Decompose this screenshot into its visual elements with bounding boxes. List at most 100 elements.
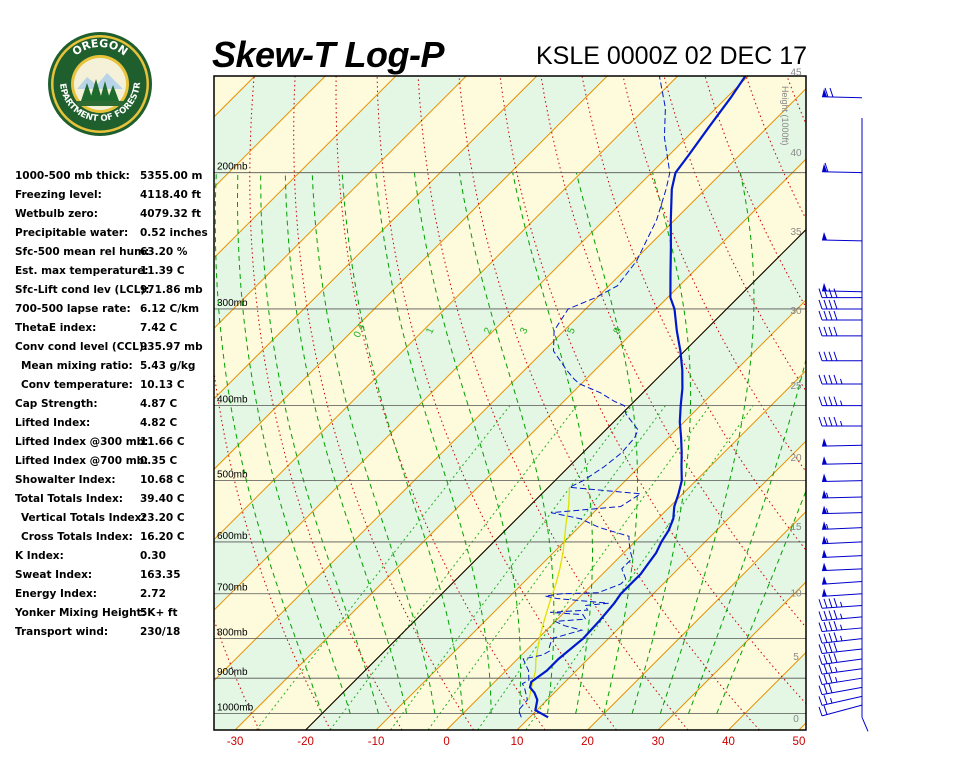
index-row: Mean mixing ratio: 5.43 g/kg (15, 357, 215, 376)
mixing-ratio-label: 3 (518, 326, 531, 336)
index-row: Sfc-500 mean rel hum: 63.20 % (15, 243, 215, 262)
barb-pennant (822, 576, 827, 585)
wind-barb (821, 588, 863, 597)
barb-flag (818, 655, 823, 665)
index-label: Yonker Mixing Height: (15, 607, 146, 619)
barb-flag (833, 610, 838, 620)
barb-pennant (822, 489, 827, 498)
barb-shaft (821, 290, 863, 293)
barb-half-flag (840, 624, 843, 630)
barb-pennant (822, 456, 827, 465)
barb-flag (828, 396, 833, 406)
barb-flag (818, 416, 823, 427)
calm-mark (861, 717, 869, 732)
index-value: 0.52 inches (140, 227, 208, 239)
barb-flag (818, 351, 823, 361)
index-value: 7.42 C (140, 322, 178, 334)
index-row: Showalter Index: 10.68 C (15, 471, 215, 490)
barb-shaft (821, 677, 863, 685)
barb-pennant (822, 588, 827, 597)
height-tick-label: 35 (790, 227, 802, 238)
index-row: Lifted Index @700 mb: 0.35 C (15, 452, 215, 471)
wind-barb (818, 416, 862, 427)
index-row: Vertical Totals Index: 23.20 C (15, 509, 215, 528)
barb-flag (823, 684, 828, 694)
wind-barb (821, 562, 863, 572)
x-tick-label: 20 (581, 736, 594, 748)
barb-flag (823, 643, 828, 654)
height-axis-label: Height (1000ft) (780, 86, 790, 146)
index-label: Wetbulb zero: (15, 208, 98, 220)
barb-shaft (821, 239, 863, 242)
index-label: Cross Totals Index: (21, 531, 133, 543)
index-value: 4.82 C (140, 417, 178, 429)
height-tick-label: 30 (790, 306, 802, 317)
barb-pennant (822, 535, 827, 544)
barb-half-flag (826, 538, 829, 544)
barb-flag (823, 610, 828, 621)
pressure-label: 200mb (217, 162, 248, 173)
barb-shaft (821, 593, 863, 597)
mixing-ratio-line (255, 405, 511, 730)
barb-flag (823, 654, 828, 664)
wind-barb (818, 621, 863, 633)
barb-flag (823, 396, 828, 406)
index-value: 4079.32 ft (140, 208, 202, 220)
barb-flag (818, 396, 823, 406)
barb-flag (818, 675, 823, 685)
index-value: 163.35 (140, 569, 181, 581)
pressure-label: 300mb (217, 298, 248, 309)
wind-barb (861, 717, 869, 732)
barb-flag (823, 326, 828, 337)
barb-pennant (822, 473, 827, 482)
dry-adiabat (869, 76, 960, 730)
isotherm-band (214, 88, 806, 730)
barb-shaft (821, 704, 863, 717)
pressure-label: 500mb (217, 470, 248, 481)
wind-barb (821, 473, 863, 483)
barb-shaft (821, 568, 863, 572)
index-row: Precipitable water: 0.52 inches (15, 224, 215, 243)
dry-adiabat (828, 76, 960, 730)
index-row: Cap Strength: 4.87 C (15, 395, 215, 414)
wind-barb (821, 535, 863, 545)
barb-flag (818, 310, 823, 321)
wind-barb (818, 642, 863, 654)
barb-flag (828, 351, 833, 361)
barb-flag (833, 621, 838, 631)
lifted-parcel-line (528, 487, 571, 701)
barb-flag (818, 644, 823, 654)
mixing-ratio-label: 0.4 (352, 322, 368, 340)
barb-shaft (821, 555, 863, 558)
mixing-ratio-label: 5 (566, 326, 579, 336)
index-row: Freezing level: 4118.40 ft (15, 186, 215, 205)
wind-barb (818, 653, 863, 665)
barb-flag (833, 396, 838, 406)
index-value: 4.87 C (140, 398, 178, 410)
wind-barb (818, 683, 863, 696)
barb-half-flag (840, 601, 843, 608)
barb-flag (828, 632, 833, 643)
barb-shaft (821, 496, 863, 499)
barb-shaft (821, 668, 863, 675)
index-value: 230/18 (140, 626, 181, 638)
index-label: Sweat Index: (15, 569, 93, 581)
x-tick-label: -10 (368, 736, 385, 748)
x-tick-label: 40 (722, 736, 735, 748)
wind-barb (818, 632, 863, 644)
barb-flag (828, 610, 833, 620)
barb-flag (833, 653, 838, 663)
barb-flag (818, 706, 823, 717)
barb-flag (823, 598, 828, 609)
barb-flag (828, 326, 833, 337)
barb-flag (833, 374, 838, 385)
height-tick-label: 5 (793, 652, 799, 663)
index-value: 6.12 C/km (140, 303, 200, 315)
pressure-label: 800mb (217, 628, 248, 639)
index-row: Transport wind: 230/18 (15, 623, 215, 642)
index-label: Lifted Index @700 mb: (15, 455, 149, 467)
stability-indices-panel: 1000-500 mb thick: 5355.00 m Freezing leve… (15, 167, 215, 642)
barb-shaft (821, 648, 863, 654)
wind-barb (821, 438, 863, 447)
barb-flag (823, 416, 828, 427)
